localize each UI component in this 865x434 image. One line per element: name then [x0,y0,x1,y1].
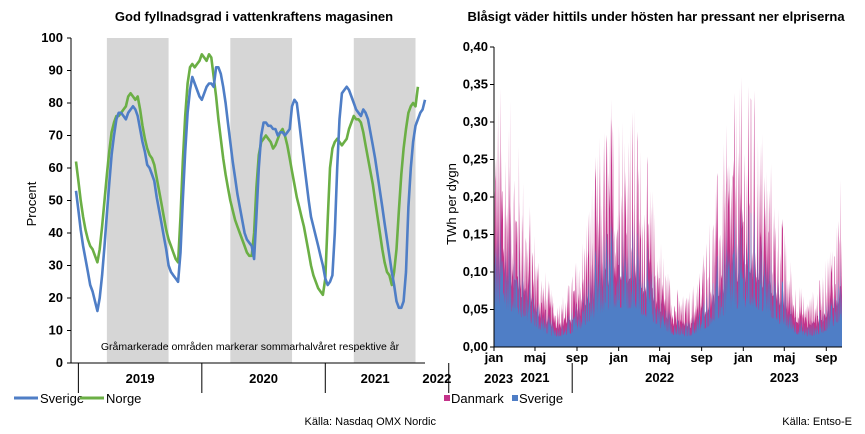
left-axes [67,37,573,393]
right-y-tick-label: 0,35 [463,77,488,92]
left-y-axis-label: Procent [24,181,39,226]
left-source: Källa: Nasdaq OMX Nordic [305,416,437,428]
left-y-tick-label: 30 [49,258,63,273]
legend-swatch-danmark [444,395,450,401]
summer-band [106,38,169,363]
right-y-tick-label: 0,15 [463,227,488,242]
summer-band [353,38,416,363]
left-y-tick-label: 0 [56,355,63,370]
reservoir-chart: God fyllnadsgrad i vattenkraftens magasi… [14,9,573,428]
right-month-label: maj [524,350,546,365]
series-line-norge [74,53,420,297]
left-year-label: 2021 [361,371,390,386]
left-y-tick-label: 100 [41,30,63,45]
right-area-series [494,77,842,347]
left-year-label: 2023 [484,371,513,386]
right-y-tick-label: 0,20 [463,189,488,204]
legend-label-sverige-right: Sverige [519,391,563,406]
right-month-labels: jan maj sep jan maj sep jan maj sep [484,350,838,365]
left-series-lines [74,53,427,313]
left-year-label: 2022 [422,371,451,386]
left-year-labels: 2019 2020 2021 2022 2023 [126,371,513,386]
right-y-tick-label: 0,25 [463,152,488,167]
right-month-label: sep [815,350,837,365]
left-y-tick-label: 40 [49,225,63,240]
right-month-label: sep [690,350,712,365]
right-month-label: jan [733,350,753,365]
right-source: Källa: Entso-E [782,416,852,428]
left-y-tick-label: 60 [49,160,63,175]
right-month-label: sep [566,350,588,365]
summer-note: Gråmarkerade områden markerar sommarhalv… [101,341,400,353]
left-y-tick-label: 90 [49,63,63,78]
right-y-tick-labels: 0,00 0,05 0,10 0,15 0,20 0,25 0,30 0,35 0,40 [463,39,488,354]
legend-label-danmark: Danmark [451,391,504,406]
left-year-label: 2019 [126,371,155,386]
left-year-label: 2020 [249,371,278,386]
area-danmark [494,77,842,347]
right-month-label: maj [773,350,795,365]
left-y-tick-label: 80 [49,95,63,110]
left-y-tick-label: 70 [49,128,63,143]
wind-chart: Blåsigt väder hittils under hösten har p… [444,9,852,428]
right-year-label: 2023 [770,370,799,385]
summer-band [230,38,293,363]
left-chart-title: God fyllnadsgrad i vattenkraftens magasi… [115,9,393,24]
legend-swatch-sverige-right [512,395,518,401]
left-legend: Sverige Norge [14,391,141,406]
left-y-tick-label: 10 [49,323,63,338]
right-month-label: maj [648,350,670,365]
right-y-tick-label: 0,30 [463,114,488,129]
right-month-label: jan [608,350,628,365]
right-y-tick-label: 0,10 [463,264,488,279]
left-y-tick-label: 50 [49,193,63,208]
series-line-sverige [74,66,427,313]
right-y-tick-label: 0,40 [463,39,488,54]
right-year-label: 2021 [521,370,550,385]
right-year-label: 2022 [645,370,674,385]
legend-label-norge: Norge [106,391,141,406]
right-y-tick-label: 0,00 [463,339,488,354]
summer-bands [106,38,416,363]
right-axes [490,46,842,351]
right-year-labels: 2021 2022 2023 [521,370,799,385]
area-sverige [494,203,842,347]
right-month-label: jan [484,350,504,365]
right-y-tick-label: 0,05 [463,302,488,317]
left-y-tick-label: 20 [49,290,63,305]
right-chart-title: Blåsigt väder hittils under hösten har p… [467,9,845,24]
left-y-tick-labels: 0 10 20 30 40 50 60 70 80 90 100 [41,30,63,370]
right-y-axis-label: TWh per dygn [444,163,459,245]
legend-label-sverige: Sverige [40,391,84,406]
right-legend: Danmark Sverige [444,391,563,406]
